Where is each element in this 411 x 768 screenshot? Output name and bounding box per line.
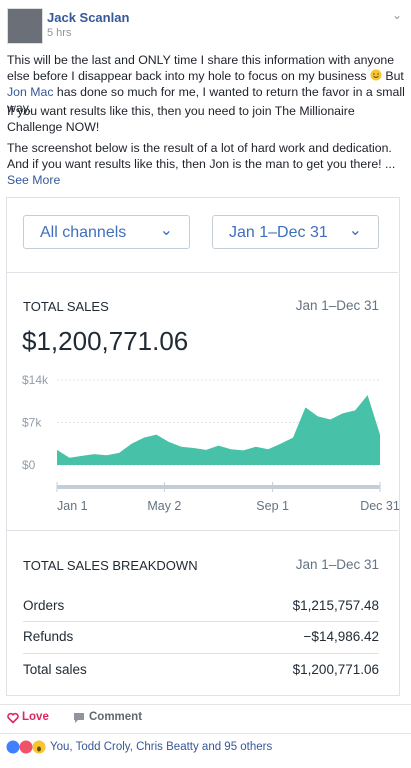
amount: $1,215,757.48	[292, 598, 379, 613]
menu-chevron[interactable]: ⌄	[392, 8, 403, 22]
label: Total sales	[23, 662, 87, 677]
channel-select[interactable]: All channels ⌄	[23, 215, 190, 249]
amount: −$14,986.42	[303, 629, 379, 644]
y-tick-label: $7k	[22, 416, 42, 430]
paragraph: If you want results like this, then you …	[7, 104, 355, 134]
x-tick-label: Dec 31	[360, 499, 400, 513]
chevron: ⌄	[159, 222, 173, 239]
text: has done so much for me, I wanted to ret…	[7, 85, 405, 115]
x-tick-label: May 2	[147, 499, 181, 513]
love-icon	[7, 712, 19, 724]
amount: $1,200,771.06	[292, 662, 379, 677]
reaction-icons	[6, 740, 46, 754]
total-sales-date: Jan 1–Dec 31	[295, 298, 379, 313]
paragraph: This will be the last and ONLY time I sh…	[7, 52, 405, 116]
text: This will be the last and ONLY time I sh…	[7, 53, 395, 83]
avatar[interactable]	[7, 8, 43, 44]
divider	[0, 704, 411, 705]
sales-area	[57, 395, 380, 465]
x-tick-label: Jan 1	[57, 499, 88, 513]
range-bar	[57, 485, 380, 489]
divider	[7, 530, 398, 531]
divider	[23, 653, 379, 654]
chart: $0 $7k $14k Jan 1 May 2 Sep 1 Dec 31	[22, 373, 400, 513]
link[interactable]: Jon Mac	[7, 85, 54, 99]
breakdown-row: Orders $1,215,757.48	[23, 598, 379, 613]
comment-icon	[74, 713, 84, 723]
y-tick-label: $14k	[22, 373, 49, 387]
total-sales-title: TOTAL SALES	[23, 299, 109, 314]
divider	[23, 621, 379, 622]
chevron: ⌄	[348, 222, 362, 239]
author[interactable]: Jack Scanlan	[47, 10, 130, 25]
breakdown-date: Jan 1–Dec 31	[295, 557, 379, 572]
comment-button[interactable]: Comment	[89, 711, 143, 723]
paragraph: The screenshot below is the result of a …	[7, 141, 396, 171]
text: But	[381, 69, 404, 83]
text: Jan 1–Dec 31	[229, 224, 328, 241]
emoji	[370, 69, 382, 81]
label: Refunds	[23, 629, 74, 644]
divider	[0, 733, 411, 734]
label: Orders	[23, 598, 65, 613]
divider	[7, 272, 398, 273]
love-button[interactable]: Love	[22, 711, 49, 723]
total-sales-amount: $1,200,771.06	[22, 326, 189, 356]
reactions[interactable]: You, Todd Croly, Chris Beatty and 95 oth…	[50, 741, 273, 753]
time[interactable]: 5 hrs	[47, 27, 72, 39]
breakdown-row: Total sales $1,200,771.06	[23, 662, 379, 677]
see-more[interactable]: See More	[7, 173, 61, 187]
x-tick-label: Sep 1	[256, 499, 289, 513]
breakdown-title: TOTAL SALES BREAKDOWN	[23, 558, 198, 573]
breakdown-row: Refunds −$14,986.42	[23, 629, 379, 644]
y-tick-label: $0	[22, 458, 36, 472]
text: All channels	[40, 224, 127, 241]
date-select[interactable]: Jan 1–Dec 31 ⌄	[212, 215, 379, 249]
